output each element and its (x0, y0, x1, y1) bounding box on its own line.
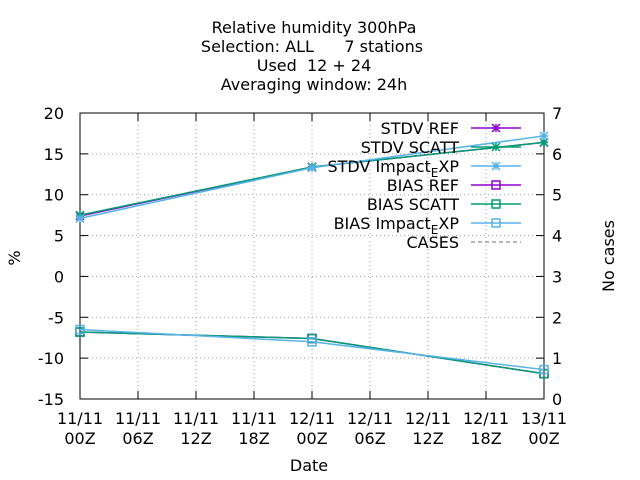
x-tick-label-date: 12/11 (289, 409, 335, 428)
series-group (75, 131, 549, 379)
x-tick-label-time: 18Z (470, 429, 501, 448)
x-tick-label-time: 00Z (64, 429, 95, 448)
series-bias-scatt (75, 327, 549, 379)
legend-label: BIAS REF (387, 176, 459, 195)
y2-tick-label: 0 (552, 390, 562, 409)
x-tick-label-date: 11/11 (173, 409, 219, 428)
y2-axis: 0 1 2 3 4 5 6 7 (536, 104, 562, 409)
data-point (491, 218, 501, 228)
series-stdv-impact-exp (75, 131, 549, 223)
legend-label: BIAS SCATT (367, 195, 459, 214)
data-point (491, 199, 501, 209)
y-tick-label: -5 (48, 308, 64, 327)
y2-axis-label: No cases (599, 220, 618, 292)
title-line-1: Relative humidity 300hPa (212, 18, 417, 37)
data-point (491, 142, 501, 152)
series-bias-impact-exp (75, 324, 549, 375)
data-point (307, 337, 317, 347)
x-tick-label-date: 12/11 (347, 409, 393, 428)
data-point (539, 131, 549, 141)
chart-title: Relative humidity 300hPa Selection: ALL … (201, 18, 423, 94)
title-line-2: Selection: ALL 7 stations (201, 37, 423, 56)
data-point (491, 180, 501, 190)
data-point (491, 161, 501, 171)
y-axis: -15 -10 -5 0 5 10 15 20 (38, 104, 88, 409)
legend-item: STDV ImpactEXP (327, 157, 521, 180)
legend-item: BIAS SCATT (367, 195, 521, 214)
x-tick-label-date: 11/11 (57, 409, 103, 428)
y-tick-label: 20 (44, 104, 64, 123)
legend-item: STDV SCATT (361, 138, 521, 157)
plot-frame (79, 112, 545, 400)
legend-label: CASES (406, 233, 459, 252)
legend-label: STDV SCATT (361, 138, 460, 157)
y-tick-label: 5 (54, 227, 64, 246)
data-point (539, 137, 549, 147)
y-tick-label: -15 (38, 390, 64, 409)
series-stdv-ref (75, 137, 549, 221)
y2-tick-label: 6 (552, 145, 562, 164)
x-tick-label-time: 06Z (122, 429, 153, 448)
legend-item: BIAS REF (387, 176, 521, 195)
x-tick-label-date: 11/11 (231, 409, 277, 428)
x-tick-label-time: 06Z (354, 429, 385, 448)
data-point (307, 163, 317, 173)
x-tick-label-date: 13/11 (521, 409, 567, 428)
series-line (79, 328, 545, 371)
y-tick-label: 15 (44, 145, 64, 164)
data-point (75, 213, 85, 223)
y-tick-label: -10 (38, 349, 64, 368)
x-axis-label: Date (290, 456, 328, 475)
y2-tick-label: 1 (552, 349, 562, 368)
y-tick-label: 0 (54, 267, 64, 286)
y2-tick-label: 3 (552, 267, 562, 286)
y2-tick-label: 2 (552, 308, 562, 327)
legend-item: CASES (406, 233, 521, 252)
grid (80, 113, 544, 399)
x-tick-label-time: 00Z (528, 429, 559, 448)
y2-tick-label: 4 (552, 227, 562, 246)
series-stdv-scatt (75, 137, 549, 220)
x-tick-label-time: 00Z (296, 429, 327, 448)
legend-item: STDV REF (381, 119, 521, 138)
legend-label: STDV REF (381, 119, 459, 138)
x-tick-label-time: 12Z (412, 429, 443, 448)
legend-label: BIAS ImpactEXP (334, 214, 460, 237)
x-tick-label-date: 12/11 (405, 409, 451, 428)
x-tick-label-date: 11/11 (115, 409, 161, 428)
legend-label: STDV ImpactEXP (327, 157, 459, 180)
y-axis-label: % (5, 250, 24, 265)
x-tick-label-time: 12Z (180, 429, 211, 448)
y2-tick-label: 5 (552, 186, 562, 205)
x-tick-label-date: 12/11 (463, 409, 509, 428)
x-tick-label-time: 18Z (238, 429, 269, 448)
title-line-4: Averaging window: 24h (221, 75, 408, 94)
title-line-3: Used 12 + 24 (257, 56, 372, 75)
legend-item: BIAS ImpactEXP (334, 214, 521, 237)
y-tick-label: 10 (44, 186, 64, 205)
data-point (539, 364, 549, 375)
data-point (75, 324, 85, 335)
series-bias-ref (75, 327, 549, 379)
x-axis: 11/1100Z11/1106Z11/1112Z11/1118Z12/1100Z… (57, 113, 567, 448)
y2-tick-label: 7 (552, 104, 562, 123)
data-point (491, 123, 501, 133)
